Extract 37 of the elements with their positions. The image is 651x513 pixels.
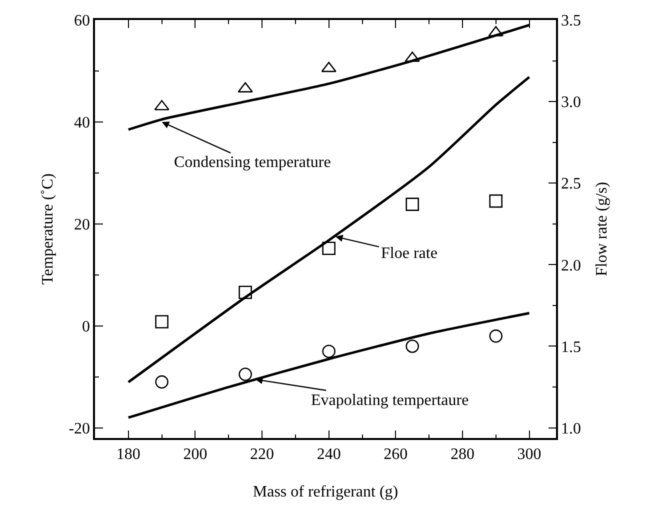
y-tick-label: 0: [82, 318, 90, 336]
y-axis-title: Temperature (˚C): [40, 173, 56, 285]
y2-tick-label: 1.5: [560, 338, 581, 356]
y2-tick-label: 3.0: [560, 94, 581, 112]
x-tick-label: 260: [384, 446, 408, 463]
annotation: Evapolating tempertaure: [311, 392, 469, 409]
point: [489, 329, 503, 343]
x-tick-label: 300: [517, 446, 542, 463]
y-tick-label: 20: [74, 216, 90, 234]
line-series: [127, 76, 531, 384]
point: [322, 242, 336, 256]
annotation: Condensing temperature: [174, 154, 331, 171]
point: [238, 368, 252, 381]
point: [321, 62, 336, 72]
point: [489, 194, 503, 208]
y2-axis-title: Flow rate (g/s): [594, 182, 610, 276]
point: [406, 198, 420, 211]
line-series: [127, 312, 531, 419]
point: [322, 344, 336, 358]
y2-tick-label: 2.5: [560, 176, 581, 193]
point: [406, 340, 420, 353]
y2-tick-label: 1.0: [560, 420, 581, 438]
x-tick-label: 240: [316, 446, 341, 463]
point: [155, 315, 168, 328]
y-tick-label: -20: [68, 420, 90, 438]
y2-tick-label: 3.5: [560, 12, 581, 30]
y2-tick-label: 2.0: [560, 257, 581, 274]
x-tick-label: 220: [250, 446, 274, 463]
x-tick-label: 180: [116, 446, 140, 463]
x-tick-label: 280: [450, 446, 474, 463]
y-tick-label: 40: [74, 114, 90, 132]
x-tick-label: 200: [183, 446, 208, 463]
point: [238, 286, 252, 300]
x-axis-title: Mass of refrigerant (g): [252, 484, 398, 500]
point: [155, 375, 168, 389]
y-tick-label: 60: [74, 12, 90, 30]
annotation: Floe rate: [381, 245, 438, 262]
